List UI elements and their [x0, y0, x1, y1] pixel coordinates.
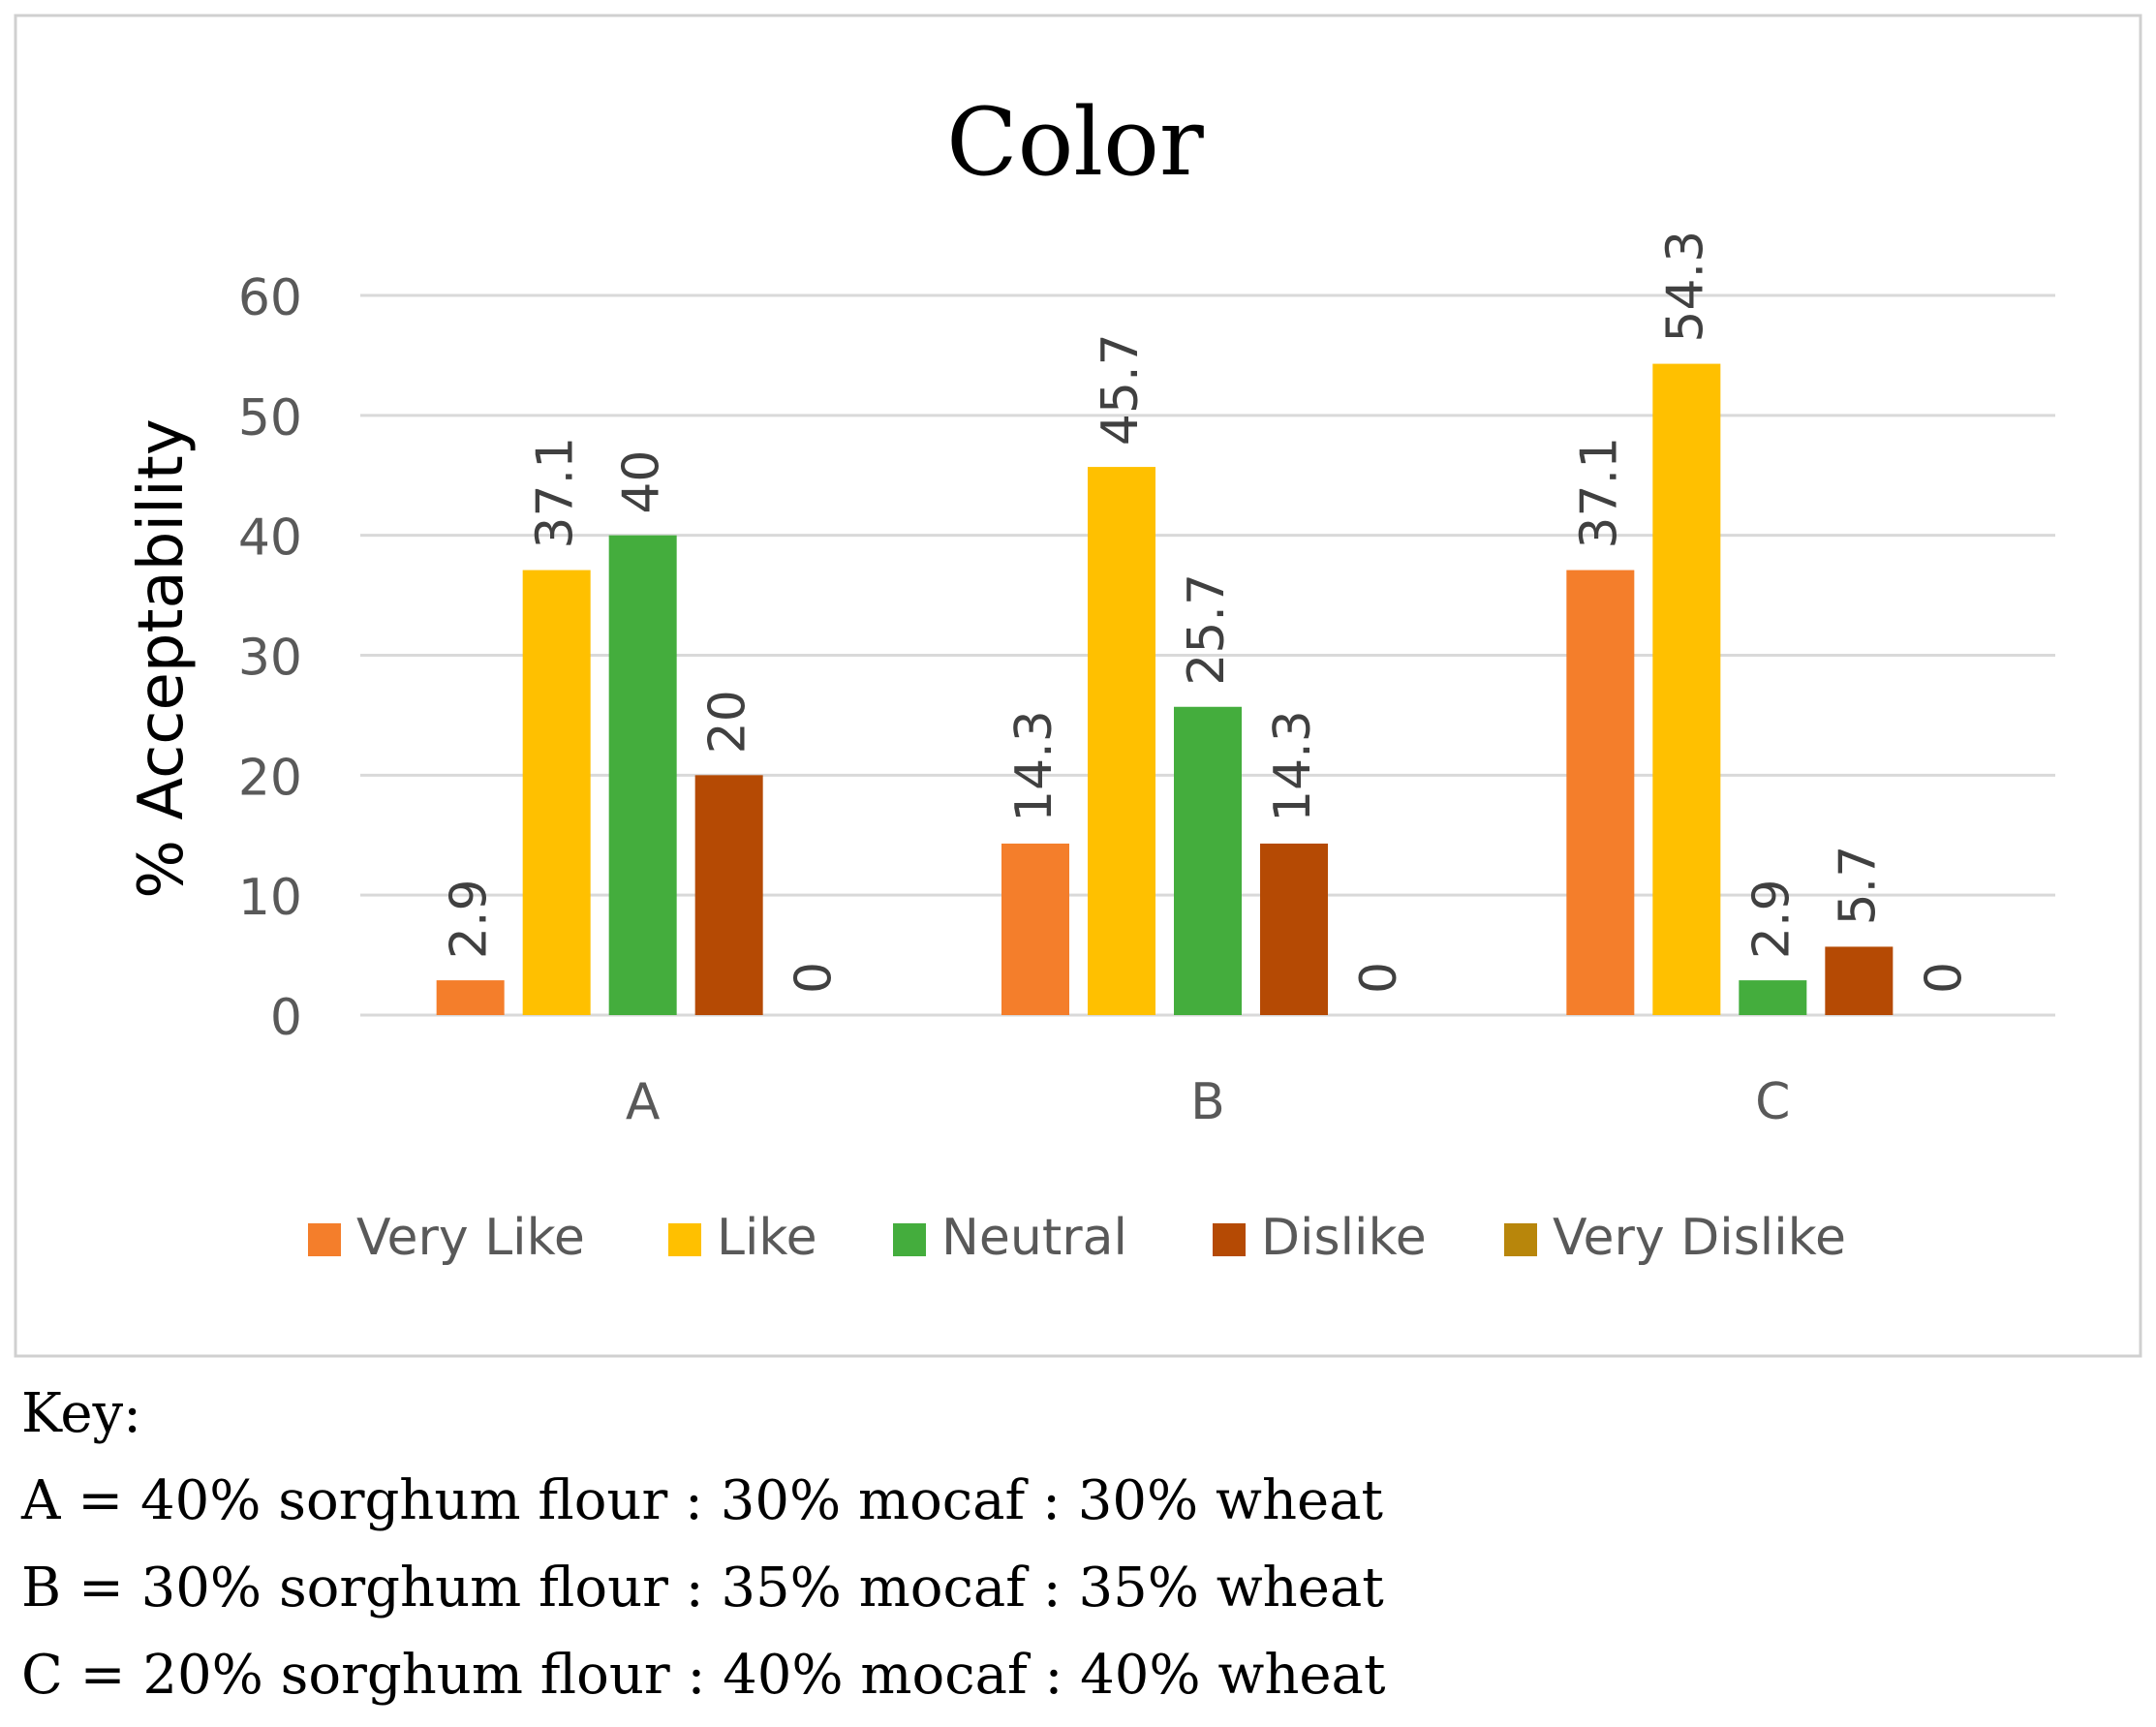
y-axis-label: % Acceptability: [126, 418, 198, 898]
data-label-a-like: 37.1: [527, 437, 585, 549]
data-label-a-very-like: 2.9: [441, 879, 499, 959]
key-block: Key: A = 40% sorghum flour : 30% mocaf :…: [20, 1382, 1386, 1707]
data-label-b-like: 45.7: [1092, 333, 1150, 446]
bar-b-dislike: [1260, 843, 1328, 1015]
legend-swatch-very-dislike: [1504, 1223, 1537, 1256]
bar-b-very-like: [1001, 843, 1069, 1015]
data-label-c-like: 54.3: [1656, 231, 1714, 343]
y-tick-label-20: 20: [238, 749, 302, 807]
chart-title: Color: [946, 88, 1204, 197]
data-label-b-dislike: 14.3: [1264, 710, 1322, 822]
bar-c-neutral: [1739, 980, 1807, 1015]
bar-b-like: [1088, 467, 1155, 1015]
bar-c-dislike: [1825, 946, 1894, 1015]
y-axis-ticks: 0 10 20 30 40 50 60: [238, 269, 302, 1047]
y-tick-label-40: 40: [238, 509, 302, 568]
data-label-a-dislike: 20: [699, 690, 757, 754]
data-label-b-very-like: 14.3: [1005, 710, 1063, 822]
data-label-a-neutral: 40: [613, 449, 671, 513]
key-heading: Key:: [21, 1382, 141, 1445]
y-tick-label-50: 50: [238, 389, 302, 447]
data-label-b-neutral: 25.7: [1178, 573, 1236, 686]
chart-frame: [14, 14, 2142, 1358]
data-label-c-very-dislike: 0: [1915, 962, 1973, 994]
x-tick-label-b: B: [1190, 1073, 1225, 1131]
y-tick-label-60: 60: [238, 269, 302, 327]
data-label-c-neutral: 2.9: [1742, 879, 1801, 959]
legend-label-very-like: Very Like: [356, 1209, 585, 1267]
x-axis-ticks: A B C: [626, 1073, 1791, 1131]
legend: Very Like Like Neutral Dislike Very Dislike: [308, 1209, 1846, 1267]
legend-label-very-dislike: Very Dislike: [1553, 1209, 1846, 1267]
bar-a-like: [522, 570, 591, 1015]
legend-label-neutral: Neutral: [941, 1209, 1127, 1267]
data-label-a-very-dislike: 0: [785, 962, 844, 994]
legend-label-like: Like: [717, 1209, 817, 1267]
y-tick-label-10: 10: [238, 869, 302, 927]
bar-a-neutral: [608, 535, 677, 1015]
legend-label-dislike: Dislike: [1261, 1209, 1427, 1267]
bar-c-very-like: [1566, 570, 1635, 1015]
bar-c-like: [1652, 363, 1721, 1016]
bar-a-very-like: [436, 980, 505, 1015]
x-tick-label-c: C: [1755, 1073, 1790, 1131]
y-tick-label-0: 0: [270, 989, 302, 1047]
key-line-b: B = 30% sorghum flour : 35% mocaf : 35% …: [21, 1557, 1384, 1619]
data-label-c-dislike: 5.7: [1829, 846, 1887, 926]
legend-swatch-dislike: [1213, 1223, 1246, 1256]
legend-swatch-very-like: [308, 1223, 341, 1256]
y-tick-label-30: 30: [238, 630, 302, 688]
bar-b-neutral: [1174, 706, 1242, 1015]
key-line-a: A = 40% sorghum flour : 30% mocaf : 30% …: [20, 1469, 1384, 1532]
legend-swatch-neutral: [893, 1223, 926, 1256]
bars: [436, 363, 1894, 1016]
legend-swatch-like: [668, 1223, 701, 1256]
data-label-c-very-like: 37.1: [1570, 437, 1628, 549]
data-label-b-very-dislike: 0: [1350, 962, 1408, 994]
bar-a-dislike: [694, 775, 763, 1015]
key-line-c: C = 20% sorghum flour : 40% mocaf : 40% …: [21, 1644, 1386, 1707]
x-tick-label-a: A: [626, 1073, 661, 1131]
data-labels: 2.9 37.1 40 20 0 14.3 45.7 25.7 14.3 0 37.1 54.3 2.9…: [441, 231, 1974, 994]
